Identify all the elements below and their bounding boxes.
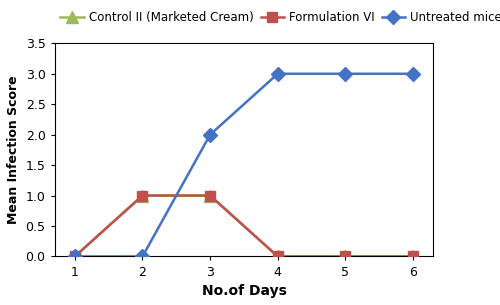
- Control II (Marketed Cream): [207, 194, 213, 197]
- Legend: Control II (Marketed Cream), Formulation VI, Untreated mice: Control II (Marketed Cream), Formulation…: [60, 11, 500, 24]
- Formulation VI: [72, 255, 78, 258]
- Untreated mice: [207, 133, 213, 137]
- Formulation VI: [140, 194, 145, 197]
- Control II (Marketed Cream): [410, 255, 416, 258]
- Control II (Marketed Cream): [140, 194, 145, 197]
- Untreated mice: [140, 255, 145, 258]
- Formulation VI: [342, 255, 348, 258]
- Untreated mice: [275, 72, 281, 76]
- Control II (Marketed Cream): [342, 255, 348, 258]
- Untreated mice: [410, 72, 416, 76]
- Formulation VI: [275, 255, 281, 258]
- Untreated mice: [342, 72, 348, 76]
- Formulation VI: [207, 194, 213, 197]
- Control II (Marketed Cream): [275, 255, 281, 258]
- Line: Untreated mice: Untreated mice: [70, 69, 418, 261]
- Line: Formulation VI: Formulation VI: [70, 191, 418, 261]
- Control II (Marketed Cream): [72, 255, 78, 258]
- Line: Control II (Marketed Cream): Control II (Marketed Cream): [70, 190, 418, 262]
- Formulation VI: [410, 255, 416, 258]
- Untreated mice: [72, 255, 78, 258]
- Y-axis label: Mean Infection Score: Mean Infection Score: [7, 76, 20, 224]
- X-axis label: No.of Days: No.of Days: [202, 284, 286, 298]
